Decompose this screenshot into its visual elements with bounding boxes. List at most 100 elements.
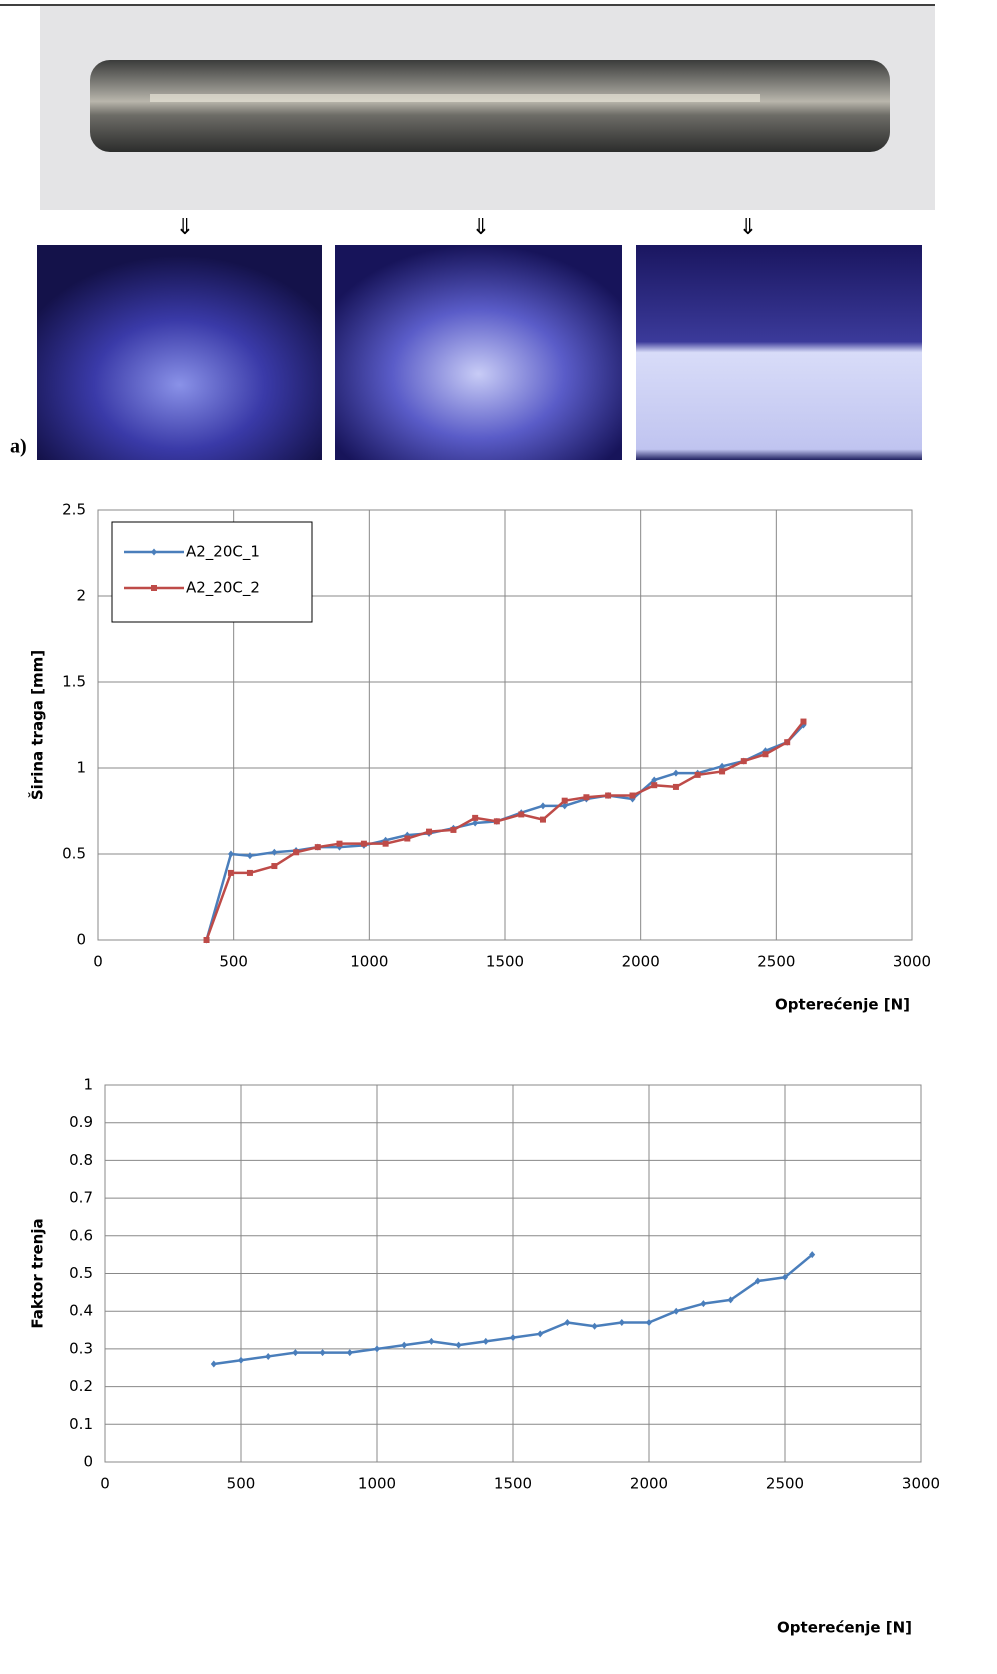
point — [719, 762, 726, 770]
x-tick-label: 500 — [227, 1475, 256, 1493]
point — [265, 1352, 272, 1360]
y-tick-label: 1.5 — [62, 673, 86, 691]
y-tick-label: 0.6 — [69, 1226, 93, 1244]
point — [510, 1334, 516, 1342]
point — [482, 1337, 489, 1345]
x-tick-label: 0 — [100, 1475, 110, 1493]
y-tick-label: 0 — [76, 931, 86, 949]
y-tick-label: 0.2 — [69, 1377, 93, 1395]
point — [292, 1349, 299, 1357]
arrow: ⇓ — [472, 215, 490, 240]
legend-label: A2_20C_1 — [186, 543, 260, 562]
legend-label: A2_20C_2 — [186, 579, 260, 598]
y-tick-label: 0.8 — [69, 1151, 93, 1169]
point — [246, 869, 253, 876]
point — [719, 768, 726, 775]
point — [246, 852, 253, 860]
y-tick-label: 1 — [83, 1076, 93, 1094]
x-tick-label: 3000 — [893, 953, 931, 971]
point — [472, 819, 479, 827]
point — [227, 869, 234, 876]
micrograph — [37, 245, 322, 460]
point — [782, 1273, 788, 1281]
y-tick-label: 0.9 — [69, 1113, 93, 1131]
point — [404, 835, 411, 842]
point — [472, 814, 479, 821]
point — [727, 1296, 734, 1304]
point — [754, 1277, 761, 1285]
point — [426, 828, 433, 835]
x-tick-label: 1000 — [358, 1475, 396, 1493]
point — [537, 1330, 544, 1338]
point — [382, 840, 389, 847]
point — [428, 1337, 435, 1345]
point — [401, 1341, 408, 1349]
rod-track — [150, 94, 760, 102]
x-tick-label: 0 — [93, 953, 103, 971]
point — [740, 758, 747, 765]
y-tick-label: 2 — [76, 587, 86, 605]
point — [227, 850, 234, 858]
point — [651, 776, 658, 784]
micrograph — [636, 245, 922, 460]
point — [539, 802, 546, 810]
point — [700, 1300, 707, 1308]
point — [203, 937, 210, 943]
y-tick-label: 0.5 — [69, 1264, 93, 1282]
point — [618, 1319, 625, 1327]
y-tick-label: 0.4 — [69, 1302, 93, 1320]
point — [583, 794, 590, 801]
point — [518, 811, 525, 818]
arrow: ⇓ — [739, 215, 757, 240]
point — [809, 1251, 816, 1259]
y-tick-label: 0 — [83, 1453, 93, 1471]
y-tick-label: 0.5 — [62, 845, 86, 863]
point — [293, 849, 300, 856]
x-tick-label: 500 — [219, 953, 248, 971]
legend-marker — [151, 585, 157, 591]
point — [651, 782, 658, 789]
point — [561, 797, 568, 804]
x-axis-title: Opterećenje [N] — [775, 996, 910, 1014]
point — [210, 1360, 217, 1368]
x-tick-label: 1500 — [486, 953, 524, 971]
point — [629, 792, 636, 799]
x-tick-label: 2000 — [630, 1475, 668, 1493]
x-tick-label: 1000 — [350, 953, 388, 971]
point — [336, 840, 343, 847]
y-tick-label: 0.3 — [69, 1339, 93, 1357]
point — [673, 1307, 680, 1315]
y-tick-label: 0.1 — [69, 1415, 93, 1433]
point — [561, 802, 568, 810]
micrograph — [335, 245, 622, 460]
legend-marker — [151, 548, 157, 556]
y-axis-title: Širina traga [mm] — [28, 650, 47, 800]
figure-label: a) — [10, 436, 27, 458]
point — [346, 1349, 353, 1357]
point — [319, 1349, 326, 1357]
point — [455, 1341, 462, 1349]
point — [800, 718, 807, 725]
point — [591, 1322, 598, 1330]
x-tick-label: 2500 — [757, 953, 795, 971]
x-axis-title: Opterećenje [N] — [777, 1619, 912, 1637]
arrows: ⇓ ⇓ ⇓ — [176, 215, 757, 240]
plot-frame — [97, 509, 913, 941]
point — [694, 771, 701, 778]
point — [450, 826, 457, 833]
y-tick-label: 0.7 — [69, 1189, 93, 1207]
point — [784, 739, 791, 746]
y-tick-label: 1 — [76, 759, 86, 777]
point — [271, 863, 278, 870]
point — [646, 1319, 652, 1327]
x-tick-label: 2000 — [622, 953, 660, 971]
point — [238, 1356, 244, 1364]
point — [314, 844, 321, 851]
plot-frame — [104, 1084, 922, 1463]
x-tick-label: 2500 — [766, 1475, 804, 1493]
y-tick-label: 2.5 — [62, 501, 86, 519]
point — [271, 848, 278, 856]
point — [564, 1319, 571, 1327]
point — [360, 840, 367, 847]
